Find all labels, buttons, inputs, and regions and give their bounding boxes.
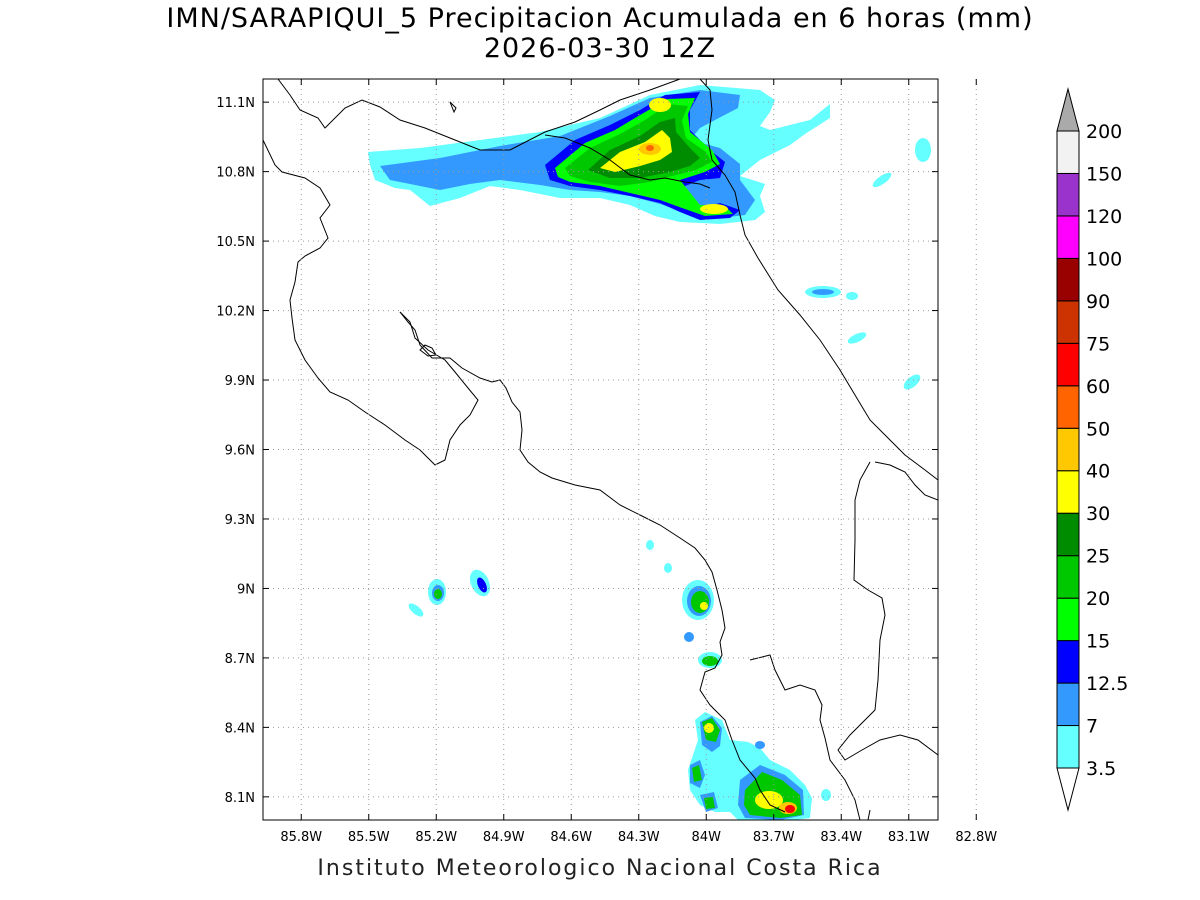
lat-label: 8.7N: [225, 652, 255, 667]
colorbar-segment: [1056, 555, 1080, 599]
colorbar-under-arrow: [1056, 767, 1080, 812]
lon-label: 84W: [692, 830, 722, 845]
rain-cell-s-3: [684, 632, 694, 642]
lon-label: 85.2W: [415, 830, 457, 845]
colorbar-segment: [1056, 470, 1080, 514]
colorbar-segment: [1056, 385, 1080, 429]
lon-label: 83.4W: [820, 830, 862, 845]
colorbar-label: 3.5: [1086, 758, 1116, 780]
colorbar-label: 90: [1086, 291, 1110, 313]
rain-cell-w-1-c: [434, 589, 442, 599]
colorbar-segment: [1056, 725, 1080, 769]
colorbar-segment: [1056, 682, 1080, 727]
colorbar-segment: [1056, 172, 1080, 217]
colorbar-label: 25: [1086, 546, 1110, 568]
panama-border: [837, 461, 938, 761]
colorbar-segment: [1056, 640, 1080, 684]
lake-nicaragua-shore: [277, 79, 681, 151]
rain-cell-ne-3: [903, 374, 921, 390]
rain-cell-north-b: [700, 204, 728, 214]
map-title: IMN/SARAPIQUI_5 Precipitacion Acumulada …: [166, 3, 1034, 34]
rain-cell-ne-4: [872, 172, 892, 188]
rain-band-north-30: [600, 130, 672, 172]
rain-cell-w-2-b: [477, 577, 487, 593]
colorbar-label: 15: [1086, 631, 1110, 653]
lon-label: 85.5W: [348, 830, 390, 845]
lon-label: 83.7W: [753, 830, 795, 845]
rain-cluster-south-30: [755, 791, 783, 809]
rain-cell-w-3: [408, 603, 424, 617]
lat-label: 9.9N: [225, 374, 255, 389]
rain-cluster-south-60: [785, 805, 795, 813]
colorbar-segment: [1056, 342, 1080, 387]
lat-label: 10.5N: [216, 235, 255, 250]
colorbar-label: 100: [1086, 248, 1122, 270]
colorbar-label: 20: [1086, 588, 1110, 610]
lon-label: 84.6W: [550, 830, 592, 845]
lat-label: 11.1N: [216, 96, 255, 111]
colorbar-segment: [1056, 130, 1080, 174]
footer-institution: Instituto Meteorologico Nacional Costa R…: [317, 856, 883, 881]
rain-cell-s-6: [755, 741, 765, 749]
lat-label: 8.4N: [225, 721, 255, 736]
colorbar-label: 120: [1086, 206, 1122, 228]
lat-label: 10.8N: [216, 166, 255, 181]
colorbar-segment: [1056, 257, 1080, 302]
colorbar-segment: [1056, 427, 1080, 472]
rain-cluster-south-a: [704, 723, 714, 733]
colorbar-label: 7: [1086, 716, 1098, 738]
colorbar-segment: [1056, 300, 1080, 344]
colorbar-label: 200: [1086, 121, 1122, 143]
caribbean-coast: [699, 79, 938, 481]
rain-cell-ne-6: [846, 292, 858, 300]
latitude-labels: 11.1N 10.8N 10.5N 10.2N 9.9N 9.6N 9.3N 9N 8.7N 8.…: [216, 96, 255, 806]
osa-peninsula-coast: [749, 654, 861, 820]
pacific-coast-north: [263, 139, 479, 466]
lat-label: 9.3N: [225, 513, 255, 528]
colorbar-segment: [1056, 597, 1080, 642]
island-ometepe: [449, 101, 457, 114]
rain-cell-s-2-b: [702, 656, 718, 666]
rain-cell-s-1-d: [700, 602, 708, 610]
rain-cell-s-5: [646, 540, 654, 550]
lat-label: 9.6N: [225, 444, 255, 459]
graticule: [263, 79, 977, 820]
burica-peninsula: [867, 809, 871, 820]
rain-cell-ne-1-inner: [812, 289, 834, 295]
lat-label: 9N: [237, 582, 255, 597]
lon-label: 84.9W: [483, 830, 525, 845]
colorbar-label: 60: [1086, 376, 1110, 398]
colorbar-label: 40: [1086, 461, 1110, 483]
lat-label: 8.1N: [225, 791, 255, 806]
nicaragua-costa-rica-border: [544, 134, 711, 189]
map-frame: [262, 78, 939, 821]
lon-label: 84.3W: [618, 830, 660, 845]
colorbar-label: 150: [1086, 163, 1122, 185]
colorbar-label: 12.5: [1086, 673, 1128, 695]
gulf-of-nicoya-coast: [399, 311, 786, 813]
rain-cell-ne-5: [915, 138, 931, 162]
colorbar-label: 50: [1086, 418, 1110, 440]
rain-band-north-50: [646, 145, 654, 151]
rain-cell-s-4: [664, 563, 672, 573]
isla-chira: [419, 344, 437, 357]
lon-label: 83.1W: [888, 830, 930, 845]
colorbar-segment: [1056, 215, 1080, 259]
colorbar-label: 30: [1086, 503, 1110, 525]
rain-cell-north-a: [649, 98, 671, 112]
rain-cell-s-7: [821, 789, 831, 801]
colorbar-label: 75: [1086, 333, 1110, 355]
colorbar-over-arrow: [1056, 87, 1080, 132]
lat-label: 10.2N: [216, 305, 255, 320]
precipitation-field: [368, 85, 931, 820]
map-subtitle-datetime: 2026-03-30 12Z: [483, 33, 717, 64]
colorbar: 3.5 7 12.5 15 20 25 30 40 50 60 75 90 100 120 150 200: [1056, 87, 1128, 812]
lon-label: 85.8W: [280, 830, 322, 845]
rain-cell-ne-2: [847, 332, 867, 344]
longitude-labels: 85.8W 85.5W 85.2W 84.9W 84.6W 84.3W 84W 83.7W 83…: [280, 830, 997, 845]
coastlines-and-borders: [263, 79, 938, 820]
lon-label: 82.8W: [955, 830, 997, 845]
colorbar-segment: [1056, 512, 1080, 557]
